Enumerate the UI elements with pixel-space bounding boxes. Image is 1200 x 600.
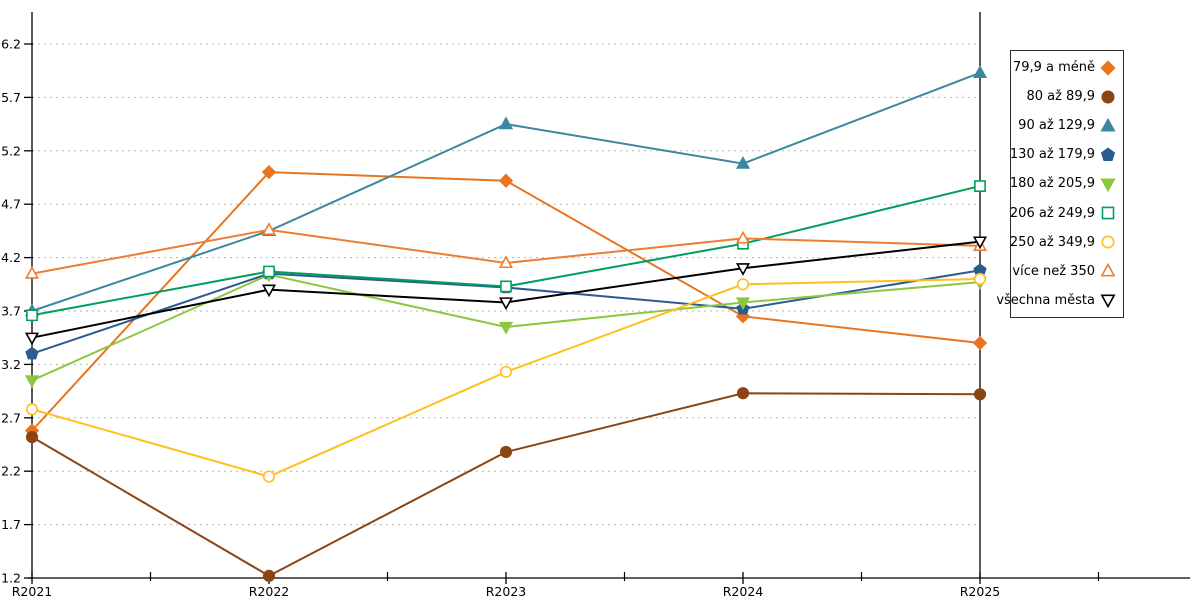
legend-item: 79,9 a méně (1011, 59, 1123, 76)
data-point-marker (1100, 263, 1116, 277)
data-point-marker (972, 236, 988, 250)
series-line (31, 392, 981, 578)
y-tick-label: 3.2 (1, 357, 21, 372)
data-point-marker (263, 265, 275, 278)
data-point-marker (736, 387, 750, 400)
square-legend-marker-icon (1101, 206, 1115, 220)
data-point-marker (1101, 235, 1115, 249)
data-point-marker (24, 265, 40, 279)
data-point-marker (1100, 178, 1116, 192)
data-point-marker (499, 365, 513, 378)
legend-label: 80 až 89,9 (1026, 89, 1095, 105)
data-point-marker (1101, 206, 1115, 220)
x-tick-label: R2021 (12, 584, 53, 599)
data-point-marker (973, 272, 987, 286)
data-point-marker (1100, 59, 1116, 76)
data-point-marker (1100, 117, 1116, 132)
triangle-up-legend-marker-icon (1100, 263, 1116, 277)
legend-item: všechna města (996, 292, 1123, 309)
y-tick-label: 1.2 (1, 571, 21, 586)
data-point-marker (498, 173, 514, 188)
data-point-marker (735, 297, 751, 311)
data-point-marker (972, 335, 988, 351)
data-point-marker (1100, 147, 1116, 161)
x-tick-label: R2023 (486, 584, 527, 599)
data-point-marker (974, 180, 986, 192)
data-point-marker (25, 430, 39, 444)
legend-item: 206 až 249,9 (1009, 205, 1123, 221)
triangle-down-legend-marker-icon (1100, 178, 1116, 192)
legend-item: 180 až 205,9 (1009, 176, 1123, 192)
y-tick-label: 1.7 (1, 517, 21, 532)
legend-item: více než 350 (1011, 263, 1123, 279)
data-point-marker (26, 309, 38, 322)
data-point-marker (261, 165, 277, 180)
data-point-marker (498, 116, 514, 130)
data-point-marker (498, 321, 514, 335)
data-point-marker (24, 332, 40, 346)
x-tick-label: R2024 (723, 584, 764, 599)
circle-legend-marker-icon (1101, 235, 1115, 249)
data-point-marker (500, 280, 512, 293)
legend-label: 79,9 a méně (1012, 60, 1095, 76)
legend-item: 250 až 349,9 (1009, 234, 1123, 250)
y-tick-label: 4.7 (1, 197, 21, 212)
data-point-marker (736, 278, 750, 291)
data-point-marker (261, 284, 277, 298)
y-tick-label: 2.7 (1, 410, 21, 425)
data-point-marker (25, 346, 39, 360)
triangle-down-legend-marker-icon (1100, 294, 1116, 309)
data-point-marker (1101, 90, 1115, 104)
data-point-marker (1100, 294, 1116, 309)
data-point-marker (735, 263, 751, 276)
y-tick-label: 6.2 (1, 37, 21, 52)
pentagon-legend-marker-icon (1100, 147, 1116, 161)
data-point-marker (498, 297, 514, 311)
data-point-marker (498, 255, 514, 269)
chart-legend: 79,9 a méně 80 až 89,9 90 až 129,9 130 až 1… (996, 50, 1124, 318)
y-tick-label: 2.2 (1, 464, 21, 479)
legend-label: 130 až 179,9 (1009, 147, 1095, 163)
data-point-marker (24, 375, 40, 389)
data-point-marker (973, 388, 987, 401)
legend-label: všechna města (996, 292, 1095, 308)
legend-label: 90 až 129,9 (1018, 118, 1095, 134)
circle-legend-marker-icon (1101, 90, 1115, 104)
x-tick-label: R2022 (249, 584, 290, 599)
triangle-up-legend-marker-icon (1100, 117, 1116, 132)
data-point-marker (735, 155, 751, 169)
legend-label: více než 350 (1012, 263, 1095, 279)
legend-label: 250 až 349,9 (1009, 234, 1095, 250)
data-point-marker (499, 445, 513, 459)
y-tick-label: 3.7 (1, 304, 21, 319)
data-point-marker (25, 403, 39, 416)
series-line (31, 185, 981, 317)
data-point-marker (972, 65, 988, 78)
y-tick-label: 4.2 (1, 250, 21, 265)
x-tick-label: R2025 (960, 584, 1001, 599)
legend-item: 90 až 129,9 (1011, 117, 1123, 134)
legend-item: 80 až 89,9 (1011, 89, 1123, 105)
data-point-marker (735, 230, 751, 244)
diamond-legend-marker-icon (1100, 59, 1116, 76)
y-tick-label: 5.2 (1, 143, 21, 158)
data-point-marker (262, 470, 276, 483)
legend-label: 180 až 205,9 (1009, 176, 1095, 192)
legend-label: 206 až 249,9 (1009, 205, 1095, 221)
legend-item: 130 až 179,9 (1009, 147, 1123, 163)
y-tick-label: 5.7 (1, 90, 21, 105)
data-point-marker (261, 222, 277, 235)
data-point-marker (262, 569, 276, 582)
